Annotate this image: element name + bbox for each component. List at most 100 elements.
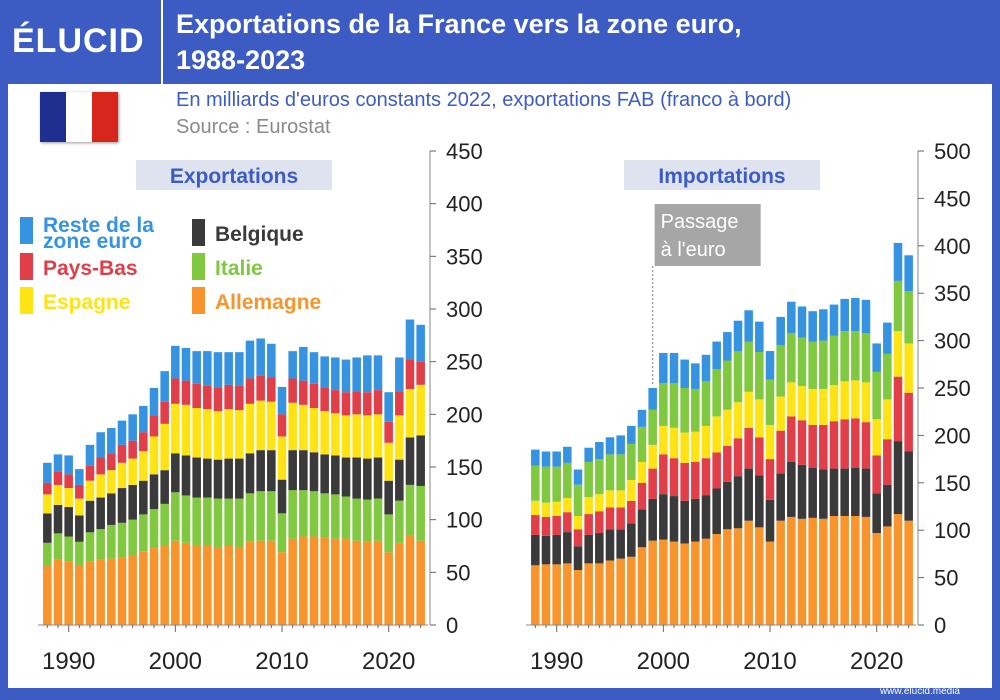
bar-segment	[309, 491, 319, 537]
bar-segment	[733, 351, 743, 403]
y-tick-label: 200	[446, 402, 483, 427]
x-tick-label: 2010	[743, 648, 796, 675]
bar-segment	[85, 444, 95, 466]
bar-segment	[128, 519, 137, 556]
bar-segment	[680, 359, 689, 388]
bar-segment	[861, 299, 871, 334]
y-tick-label: 450	[934, 186, 971, 211]
bar-segment	[277, 479, 287, 514]
bar-segment	[701, 425, 711, 459]
bar-segment	[595, 563, 604, 625]
legend-label: Pays-Bas	[43, 257, 138, 280]
bar-segment	[128, 458, 137, 485]
bar-segment	[552, 466, 561, 502]
x-tick-label: 2010	[255, 648, 308, 675]
elucid-logo[interactable]: ÉLUCID	[12, 22, 145, 60]
bar-segment	[181, 404, 191, 456]
bar-segment	[637, 409, 647, 427]
bar-segment	[64, 536, 73, 562]
bar-segment	[352, 498, 361, 541]
bar-segment	[744, 468, 753, 521]
bar-segment	[192, 544, 201, 625]
flag-red-band	[92, 92, 118, 142]
bar-segment	[128, 440, 137, 459]
bar-segment	[181, 455, 191, 496]
bar-segment	[416, 540, 425, 625]
bar-segment	[691, 498, 700, 542]
bar-segment	[797, 386, 807, 421]
bar-segment	[733, 438, 743, 477]
bar-segment	[787, 416, 796, 462]
bar-segment	[96, 559, 105, 625]
bar-segment	[416, 435, 425, 486]
bar-segment	[128, 414, 137, 441]
chart-title-box	[136, 160, 332, 190]
bar-segment	[128, 555, 137, 625]
bar-segment	[797, 306, 807, 338]
bar-segment	[149, 548, 159, 625]
bar-segment	[85, 500, 95, 533]
bar-segment	[659, 383, 668, 426]
bar-segment	[712, 369, 721, 417]
bar-segment	[573, 515, 583, 530]
bar-segment	[691, 461, 700, 499]
bar-segment	[384, 552, 393, 625]
bar-segment	[573, 570, 583, 625]
bar-segment	[331, 455, 340, 495]
bar-segment	[648, 498, 657, 541]
bar-segment	[861, 333, 871, 383]
bar-segment	[341, 496, 351, 539]
bar-segment	[53, 533, 63, 560]
bar-segment	[320, 411, 329, 455]
bar-segment	[160, 423, 169, 471]
bar-segment	[117, 557, 127, 625]
bar-segment	[331, 413, 340, 456]
bar-segment	[819, 469, 828, 519]
bar-segment	[96, 474, 105, 498]
bar-segment	[213, 459, 223, 499]
x-tick-label: 2020	[362, 648, 415, 675]
bar-segment	[541, 564, 551, 625]
bar-segment	[288, 450, 297, 491]
bar-segment	[288, 490, 297, 539]
bar-segment	[256, 338, 265, 376]
bar-segment	[552, 564, 561, 625]
bar-segment	[341, 392, 351, 416]
bar-segment	[605, 454, 615, 491]
frame-right	[992, 84, 1000, 700]
bar-segment	[531, 449, 540, 466]
bar-segment	[776, 345, 785, 397]
bar-segment	[405, 535, 415, 625]
footer-url[interactable]: www.elucid.media	[879, 686, 960, 697]
bar-segment	[627, 425, 636, 444]
bar-segment	[712, 488, 721, 534]
bar-segment	[637, 509, 647, 548]
bar-segment	[277, 552, 287, 625]
bar-segment	[416, 324, 425, 362]
bar-segment	[352, 391, 361, 415]
bar-segment	[893, 331, 903, 377]
bar-segment	[605, 529, 615, 561]
bar-segment	[872, 533, 881, 625]
legend-label: Belgique	[215, 223, 304, 246]
bar-segment	[584, 461, 593, 498]
bar-segment	[213, 498, 223, 548]
bar-segment	[595, 533, 604, 564]
page-title: Exportations de la France vers la zone e…	[176, 6, 976, 78]
bar-segment	[299, 536, 308, 625]
bar-segment	[563, 563, 572, 625]
bar-segment	[904, 520, 913, 625]
bar-segment	[627, 523, 636, 557]
bar-segment	[160, 470, 169, 504]
bar-segment	[235, 385, 244, 411]
bar-segment	[277, 513, 287, 553]
y-tick-label: 50	[934, 566, 958, 591]
bar-segment	[43, 482, 52, 495]
bar-segment	[531, 500, 540, 516]
bar-segment	[235, 498, 244, 548]
bar-segment	[139, 451, 148, 481]
bar-segment	[85, 465, 95, 481]
bar-segment	[171, 453, 180, 493]
bar-segment	[352, 540, 361, 625]
